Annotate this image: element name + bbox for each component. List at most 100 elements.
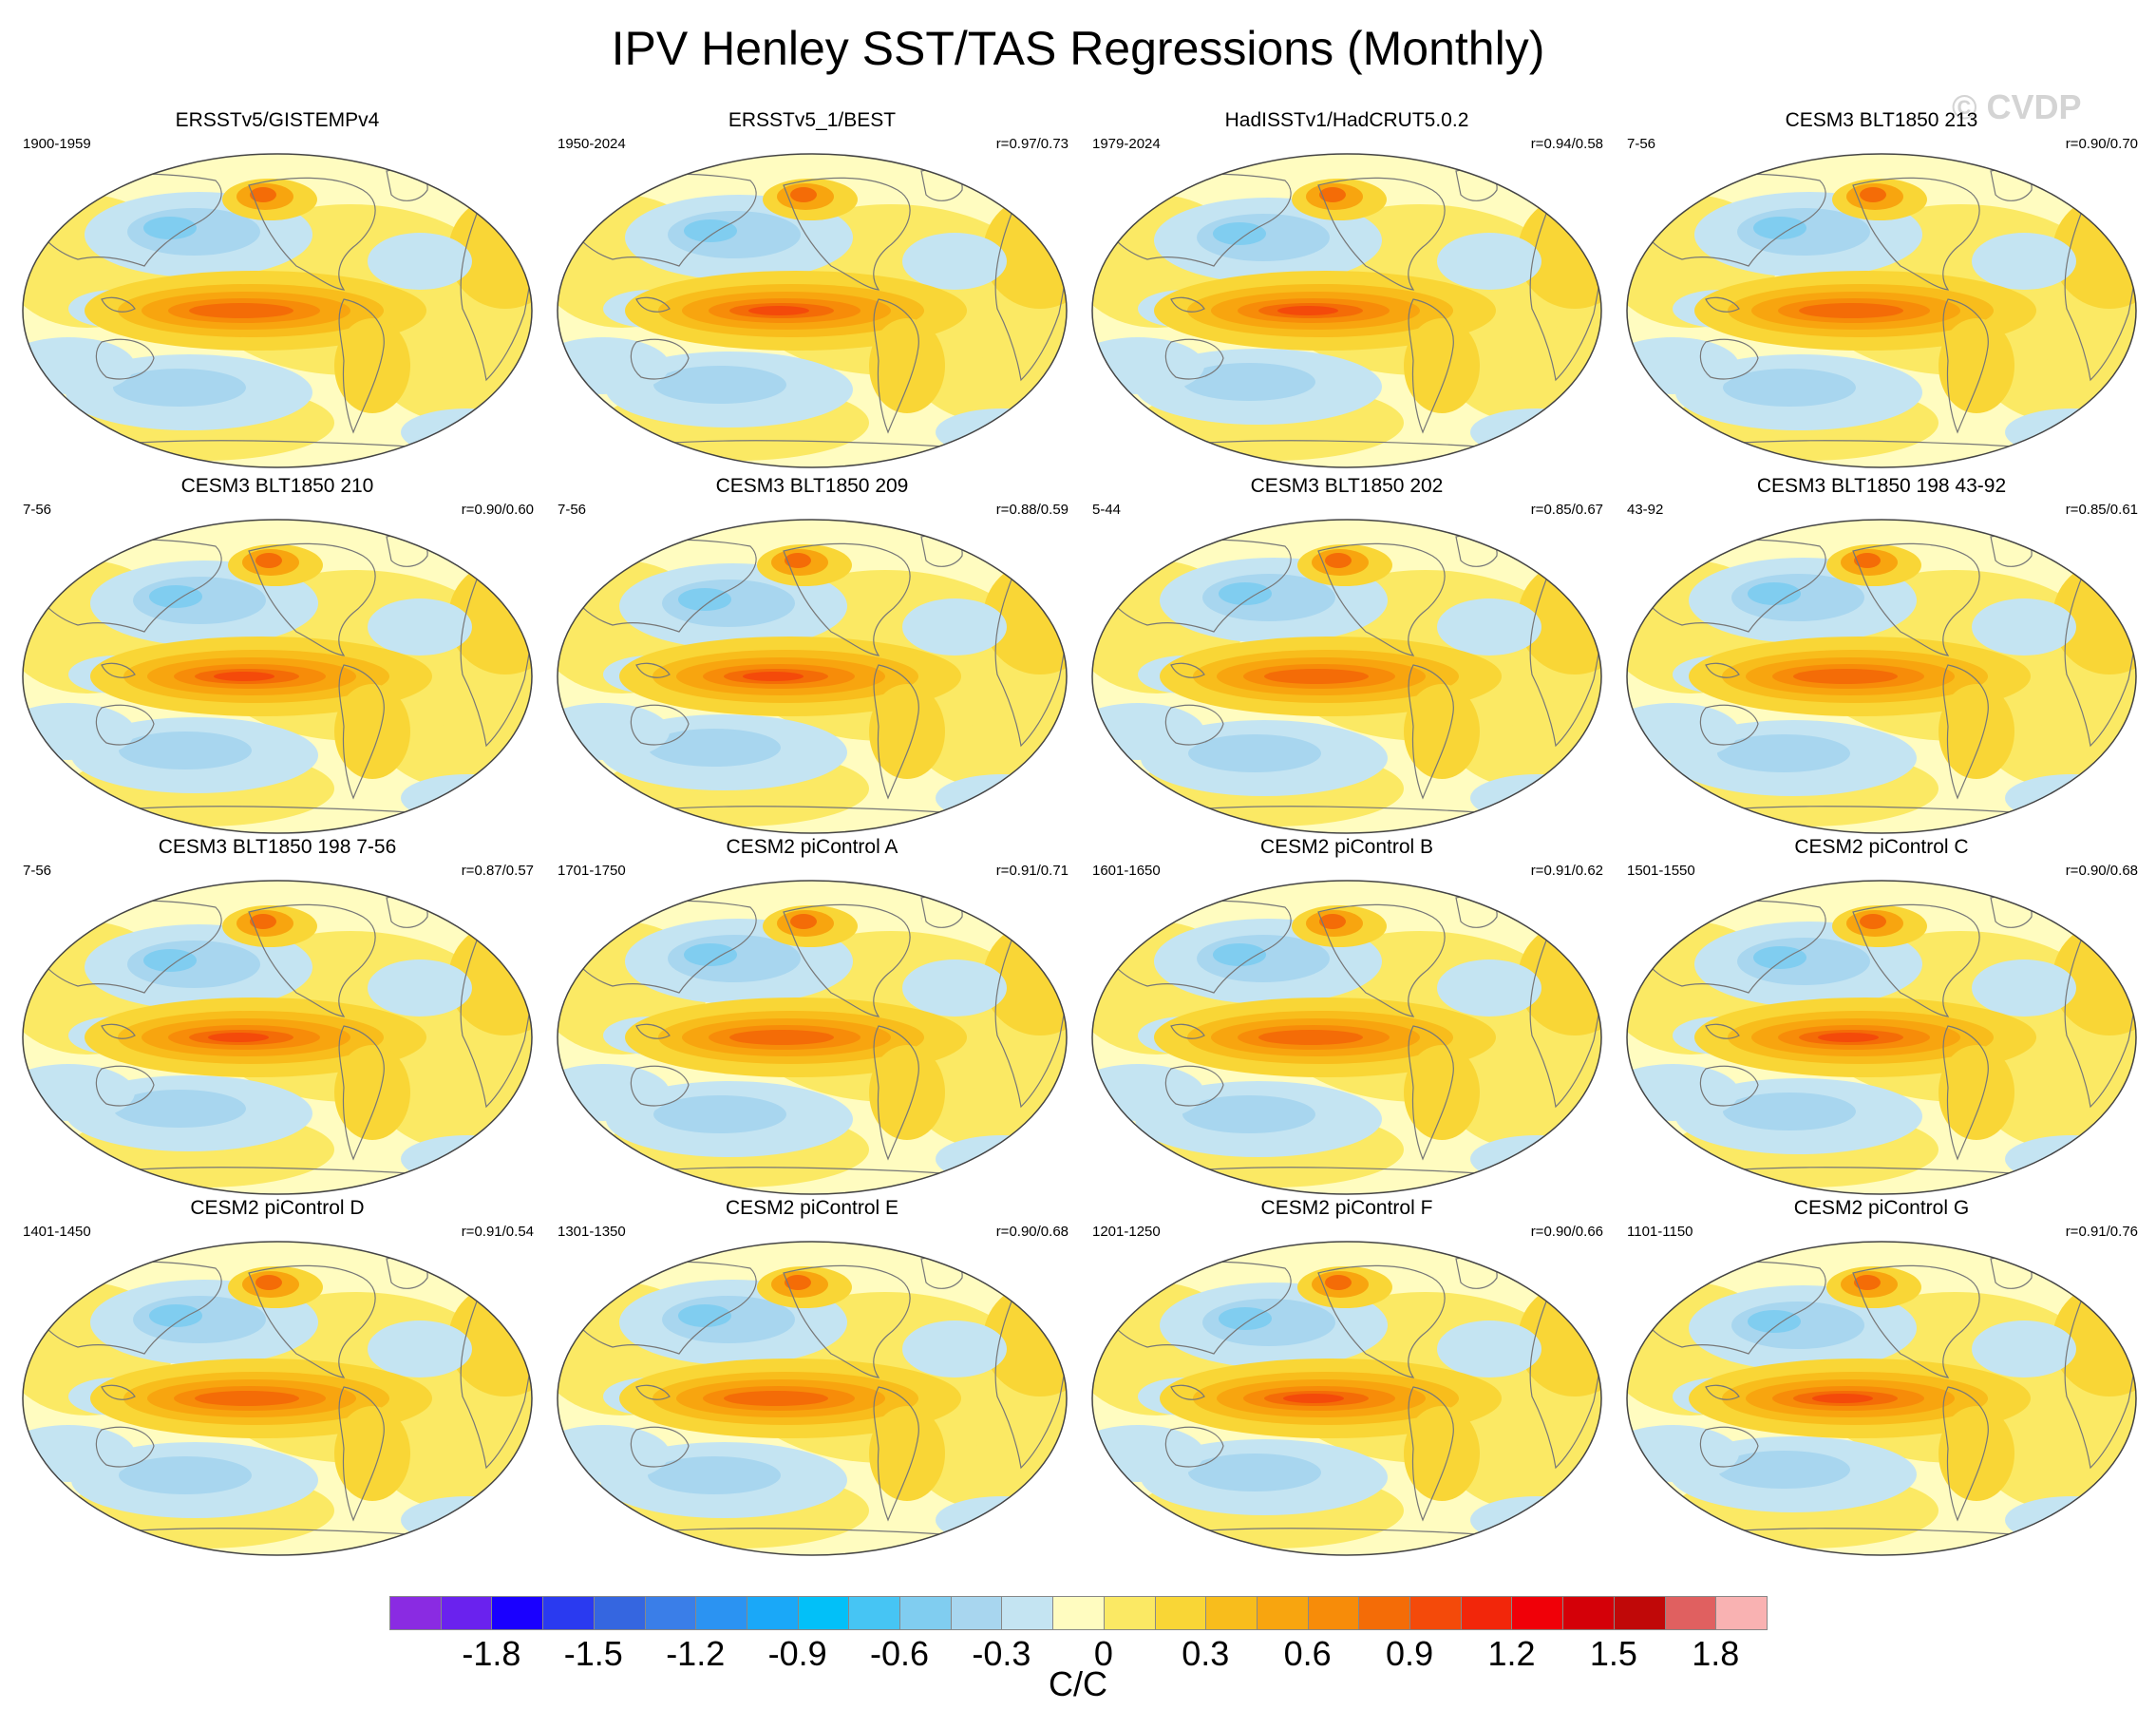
field-warm-alaska-max — [785, 1275, 811, 1290]
field-warm-patch — [1939, 318, 2014, 413]
continent-maritime-continent — [1170, 1384, 1205, 1400]
continent-south-america — [1942, 298, 1989, 434]
field-enso-tongue-core — [1793, 669, 1898, 684]
continent-south-america — [1942, 1025, 1989, 1161]
continent-maritime-continent — [635, 1023, 671, 1039]
continent-north-america — [783, 903, 911, 1017]
map-outline — [22, 880, 533, 1195]
colorbar-box — [1562, 1596, 1615, 1630]
field-cool-south-pacific-core — [1182, 1095, 1315, 1133]
field-cool-south-pacific-core — [113, 369, 246, 407]
continent-south-america — [338, 664, 385, 800]
continent-south-america — [1408, 1025, 1454, 1161]
map-svg — [557, 1241, 1068, 1556]
continent-australia — [1699, 1426, 1759, 1468]
field-cool-atlantic — [368, 960, 472, 1016]
field-cool-atlantic — [902, 960, 1007, 1016]
field-cool-north-pacific-min — [149, 1304, 202, 1327]
continent-africa-europe — [1529, 936, 1601, 1109]
field-cool-atlantic — [368, 598, 472, 656]
field-warm-alaska-max — [250, 914, 276, 929]
panel-period: 1501-1550 — [1627, 863, 1695, 879]
continent-africa-europe — [2064, 209, 2136, 382]
field-cool-north-pacific-min — [1753, 217, 1806, 239]
field-cool-atlantic — [1972, 960, 2076, 1016]
field-warm-alaska-max — [255, 1275, 282, 1290]
field-cool-north-pacific-min — [143, 949, 197, 972]
panel-correlation: r=0.90/0.66 — [1530, 1224, 1603, 1240]
field-cool-south-pacific-core — [1188, 1454, 1321, 1492]
map-area — [1616, 147, 2147, 475]
field-warm-patch — [1518, 560, 1601, 674]
continent-australia — [1699, 1065, 1759, 1107]
field-warm-patch — [334, 318, 410, 413]
panel-correlation: r=0.91/0.71 — [995, 863, 1069, 879]
continent-north-america — [1852, 177, 1980, 291]
continent-africa-europe — [460, 1297, 532, 1470]
field-enso-tongue-core — [195, 1391, 299, 1406]
field-warm-patch — [334, 1045, 410, 1140]
continent-south-america — [338, 1386, 385, 1522]
field-cool-north-pacific-min — [143, 217, 197, 239]
field-warm-patch — [869, 1045, 945, 1140]
colorbar-tick-label: 0.3 — [1182, 1634, 1230, 1673]
map-svg — [1626, 880, 2137, 1195]
map-panel: CESM2 piControl E 1301-1350 r=0.90/0.68 — [546, 1197, 1078, 1563]
continent-australia — [1164, 1426, 1224, 1468]
field-warm-patch — [448, 560, 532, 674]
panel-period: 7-56 — [1627, 136, 1656, 152]
colorbar-box — [1664, 1596, 1717, 1630]
map-outline — [1091, 1241, 1602, 1556]
field-warm-patch — [1939, 1045, 2014, 1140]
field-cool-atlantic — [368, 1320, 472, 1378]
continent-australia — [1164, 1065, 1224, 1107]
colorbar-box — [1256, 1596, 1309, 1630]
continent-south-america — [873, 298, 919, 434]
field-cool-north-pacific-min — [1219, 582, 1272, 605]
panel-correlation: r=0.91/0.62 — [1530, 863, 1603, 879]
map-panel: CESM3 BLT1850 198 43-92 43-92 r=0.85/0.61 — [1616, 475, 2147, 841]
continent-south-america — [338, 1025, 385, 1161]
field-cool-atlantic — [1437, 960, 1541, 1016]
continent-australia — [95, 1426, 155, 1468]
field-warm-patch — [983, 560, 1067, 674]
colorbar-box — [644, 1596, 697, 1630]
panel-period: 1979-2024 — [1092, 136, 1161, 152]
field-cool-north-pacific-min — [149, 585, 202, 608]
continent-north-america — [1317, 1264, 1446, 1378]
continent-africa-europe — [2064, 1297, 2136, 1470]
panel-period: 1601-1650 — [1092, 863, 1161, 879]
colorbar-box — [1409, 1596, 1462, 1630]
panel-correlation: r=0.90/0.60 — [461, 502, 534, 518]
continent-maritime-continent — [635, 662, 671, 678]
continent-australia — [630, 704, 690, 746]
colorbar-box — [1613, 1596, 1666, 1630]
field-cool-atlantic — [902, 598, 1007, 656]
field-cool-south-pacific-core — [653, 366, 786, 404]
field-cool-north-pacific-min — [678, 1304, 731, 1327]
map-svg — [1626, 1241, 2137, 1556]
map-area — [546, 1235, 1078, 1563]
field-warm-patch — [1518, 922, 1601, 1036]
colorbar-box — [1715, 1596, 1768, 1630]
field-enso-tongue-core — [724, 1391, 828, 1406]
colorbar-box — [389, 1596, 442, 1630]
map-area — [1081, 513, 1613, 841]
map-area — [11, 1235, 543, 1563]
continent-africa-europe — [460, 936, 532, 1109]
field-cool-north-pacific-min — [1213, 943, 1266, 966]
map-svg — [1626, 153, 2137, 468]
colorbar — [389, 1596, 1768, 1630]
panel-period: 1101-1150 — [1627, 1224, 1693, 1240]
panel-title: CESM2 piControl A — [726, 836, 898, 858]
panel-period: 1301-1350 — [558, 1224, 626, 1240]
panel-title: CESM3 BLT1850 202 — [1250, 475, 1444, 497]
panel-period: 1900-1959 — [23, 136, 91, 152]
panel-correlation: r=0.90/0.68 — [995, 1224, 1069, 1240]
colorbar-box — [1358, 1596, 1411, 1630]
panel-correlation: r=0.91/0.76 — [2065, 1224, 2138, 1240]
map-outline — [1626, 880, 2137, 1195]
continent-north-america — [1317, 542, 1446, 656]
field-cool-north-pacific-min — [1748, 1310, 1801, 1333]
field-warm-patch — [983, 195, 1067, 309]
